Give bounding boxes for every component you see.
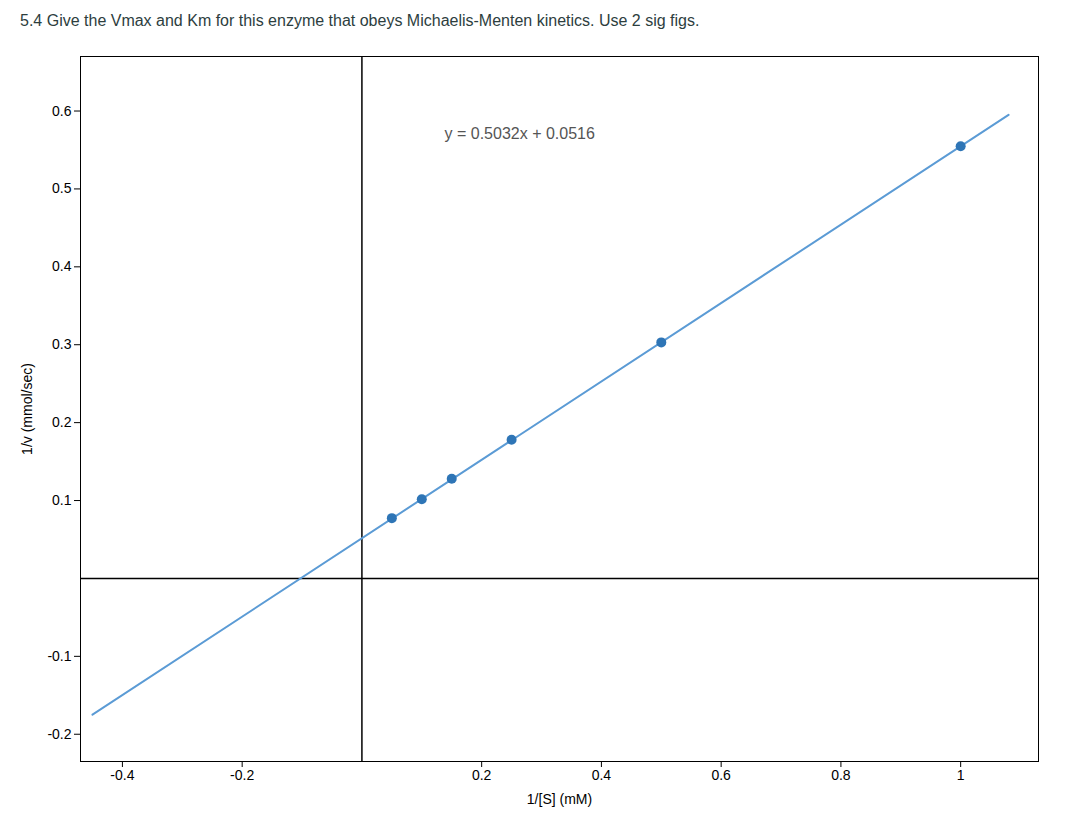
svg-text:0.2: 0.2 — [472, 767, 492, 783]
svg-text:y = 0.5032x + 0.0516: y = 0.5032x + 0.0516 — [445, 125, 595, 142]
svg-text:1: 1 — [957, 767, 965, 783]
svg-text:0.4: 0.4 — [52, 258, 72, 274]
html-text:5.4 Give the Vmax and Km for t: 5.4 Give the Vmax and Km for this enzyme… — [20, 12, 700, 29]
svg-text:0.2: 0.2 — [52, 414, 72, 430]
svg-text:-0.2: -0.2 — [230, 767, 254, 783]
svg-text:-0.4: -0.4 — [110, 767, 134, 783]
svg-text:-0.2: -0.2 — [47, 726, 71, 742]
svg-text:1/[S] (mM): 1/[S] (mM) — [527, 791, 592, 807]
svg-text:-0.1: -0.1 — [47, 648, 71, 664]
svg-text:0.6: 0.6 — [711, 767, 731, 783]
svg-text:0.4: 0.4 — [592, 767, 612, 783]
svg-text:0.6: 0.6 — [52, 103, 72, 119]
svg-text:1/v (mmol/sec): 1/v (mmol/sec) — [19, 363, 35, 455]
svg-text:0.1: 0.1 — [52, 492, 72, 508]
svg-text:0.5: 0.5 — [52, 180, 72, 196]
svg-text:0.3: 0.3 — [52, 336, 72, 352]
svg-text:0.8: 0.8 — [831, 767, 851, 783]
